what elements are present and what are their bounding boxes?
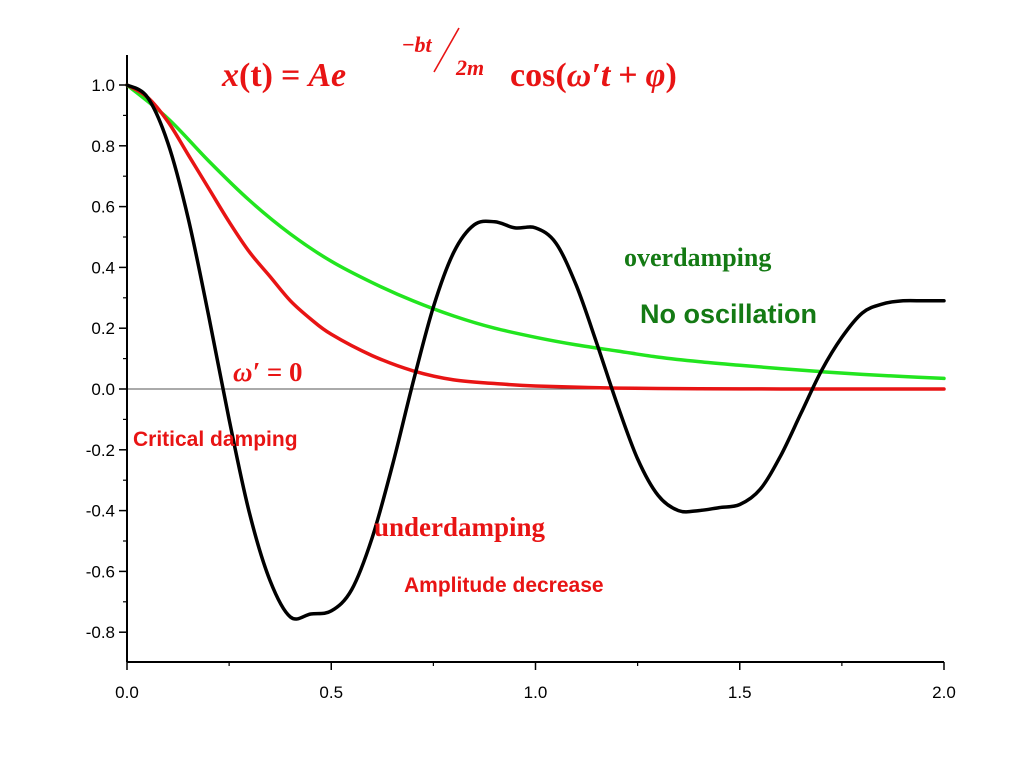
formula-amp: A [306,57,331,94]
formula-close: ) [666,57,677,94]
formula-var: (t) [239,57,273,94]
formula-exp-minus: − [402,32,415,57]
y-tick-label: -0.2 [86,441,115,460]
label-overdamping: overdamping [624,243,771,272]
series-line-critical-damping [125,83,946,391]
label-omega-zero: ω′ = 0 [233,357,303,387]
formula: x(t) = Ae [221,57,346,94]
x-tick-label: 1.0 [524,683,548,702]
formula-cos-open: cos( [510,57,567,94]
x-tick-label: 1.5 [728,683,752,702]
y-tick-label: -0.6 [86,562,115,581]
formula-eq: = [281,57,300,94]
formula-exp-slash [433,27,460,73]
y-tick-label: 1.0 [91,76,115,95]
series-lines [125,83,946,621]
formula-phi: φ [646,57,666,94]
label-critical-damping: Critical damping [133,428,298,451]
y-tick-label: -0.4 [86,502,115,521]
series-line-overdamping [125,83,946,381]
y-tick-label: 0.6 [91,198,115,217]
x-tick-label: 0.5 [319,683,343,702]
series-line-underdamping [125,83,946,621]
y-tick-label: 0.0 [91,380,115,399]
x-tick-label: 2.0 [932,683,956,702]
formula-cos: cos(ω′t + φ) [510,57,677,94]
formula-t: t [601,57,612,94]
x-tick-label: 0.0 [115,683,139,702]
axes: 1.0 0.8 0.6 0.4 0.2 0.0 -0.2 -0.4 -0.6 -0.8 0.0 0.5… [86,55,956,702]
formula-lhs: x [221,57,239,94]
label-amplitude-decrease: Amplitude decrease [404,574,604,597]
y-tick-label: 0.4 [91,258,115,277]
formula-omega: ω′ [567,57,601,94]
formula-plus: + [618,57,637,94]
formula-exponent: −bt [402,32,433,57]
formula-exp-num: bt [415,32,433,57]
y-tick-label: 0.2 [91,319,115,338]
formula-base: e [331,57,346,94]
label-underdamping: underdamping [374,512,546,542]
y-tick-label: 0.8 [91,137,115,156]
formula-exp-den: 2m [455,55,484,80]
y-tick-label: -0.8 [86,623,115,642]
label-no-oscillation: No oscillation [640,299,817,329]
